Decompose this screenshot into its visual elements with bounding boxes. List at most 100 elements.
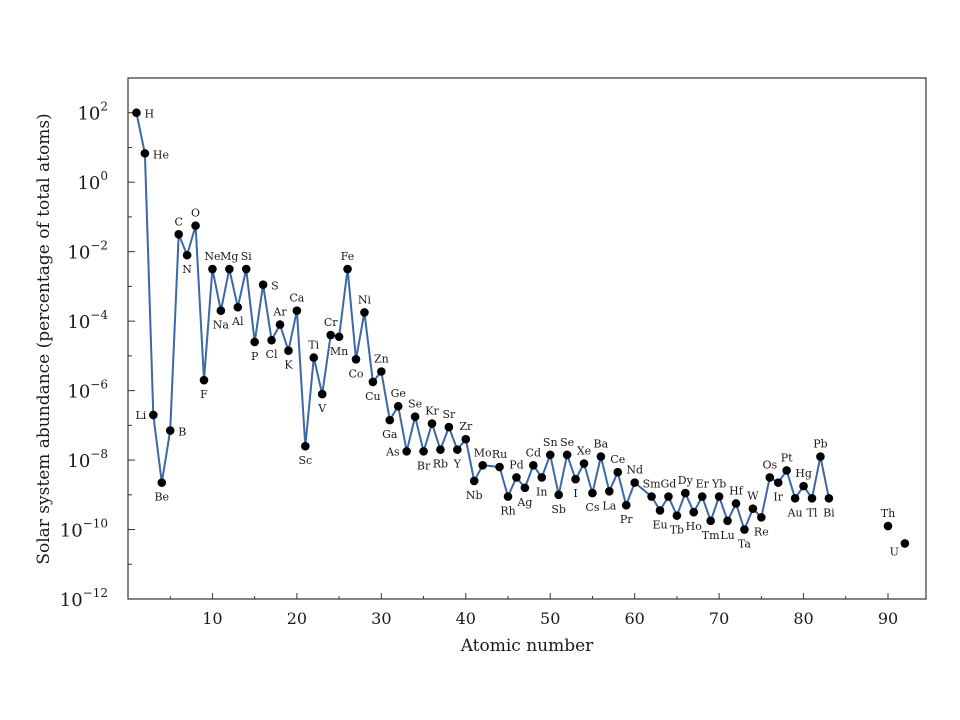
point-label-pt: Pt [781,451,793,464]
x-tick-label: 40 [456,609,476,628]
data-point-os [765,473,775,482]
y-axis-title: Solar system abundance (percentage of to… [34,113,54,564]
point-label-ag: Ag [516,496,532,509]
data-point-mo [478,460,487,470]
point-label-eu: Eu [652,518,667,531]
data-point-eu [655,506,665,515]
x-tick-label: 60 [624,609,644,628]
data-point-ga [385,415,395,425]
point-label-lu: Lu [720,529,734,542]
data-point-xe [579,459,589,468]
data-point-th [883,521,893,531]
point-label-os: Os [762,458,777,471]
data-point-he [140,149,150,158]
point-labels: H He Li Be B C N O F Ne Na Mg Al Si P S Cl Ar K Ca Sc Ti V Cr Mn… [136,108,899,559]
point-label-ti: Ti [308,339,319,352]
point-label-tl: Tl [807,506,818,519]
point-label-p: P [251,350,259,363]
y-tick-label: 10−12 [60,586,108,611]
data-point-ge [393,401,403,411]
data-point-nd [630,478,639,487]
data-point-mn [334,332,344,342]
data-point-be [157,478,167,487]
point-label-sn: Sn [543,436,558,449]
point-label-ca: Ca [289,292,304,305]
data-point-hg [799,481,808,491]
data-point-n [182,250,192,260]
data-point-cu [368,377,378,387]
point-label-pd: Pd [509,458,523,471]
data-point-ir [773,478,783,487]
point-label-ga: Ga [382,428,398,441]
point-label-o: O [191,207,200,220]
data-point-pb [816,452,825,461]
point-label-ni: Ni [358,293,372,306]
point-label-f: F [200,388,208,401]
data-point-bi [824,493,834,503]
data-point-ru [495,462,504,472]
data-point-gd [664,492,673,501]
data-point-o [191,221,200,230]
point-label-ar: Ar [272,306,287,319]
data-point-au [790,493,800,503]
data-point-sb [554,490,563,500]
data-point-h [132,108,141,118]
data-point-ce [613,467,623,477]
point-label-la: La [602,499,616,512]
data-point-ni [360,308,369,317]
data-point-al [233,302,243,312]
data-point-br [419,447,428,456]
data-point-cr [326,330,335,340]
point-label-yb: Yb [711,478,726,491]
point-label-ta: Ta [738,538,751,551]
point-label-mo: Mo [474,446,492,459]
x-tick-label: 70 [709,609,729,628]
point-label-cd: Cd [526,446,541,459]
point-label-c: C [174,215,182,228]
data-point-pr [621,500,631,510]
x-tick-label: 30 [371,609,391,628]
data-point-f [199,375,209,385]
data-point-se [410,412,420,421]
data-point-dy [681,488,690,498]
point-label-ho: Ho [686,520,703,533]
data-point-la [605,487,614,496]
data-point-as [402,447,411,456]
point-label-sr: Sr [442,408,456,421]
data-point-p [250,337,259,347]
point-label-v: V [317,402,327,415]
point-label-h: H [144,108,154,121]
point-label-kr: Kr [425,405,439,418]
data-point-zr [461,434,471,444]
point-label-er: Er [696,478,710,491]
point-label-sm: Sm [643,478,662,491]
data-point-pd [512,473,521,482]
data-point-ta [740,525,749,534]
data-point-s [258,280,268,289]
data-point-tl [807,493,817,503]
y-tick-label: 10−4 [67,308,108,333]
data-point-si [241,264,251,274]
data-point-u [900,539,910,548]
point-label-th: Th [881,507,895,520]
data-point-se [562,450,572,460]
data-point-lu [723,516,732,526]
point-label-se: Se [560,436,574,449]
data-point-fe [343,264,352,274]
data-point-in [537,473,547,482]
data-point-w [748,504,758,513]
data-point-k [284,346,293,355]
data-point-c [174,230,183,239]
point-label-gd: Gd [661,478,677,491]
data-point-tb [672,511,682,520]
data-point-sr [444,422,454,432]
data-point-pt [782,466,791,475]
point-label-al: Al [231,315,244,328]
point-label-mn: Mn [330,345,348,358]
point-label-cl: Cl [266,348,278,361]
y-tick-label: 10−10 [60,517,108,542]
point-label-cr: Cr [324,316,338,329]
point-label-rb: Rb [433,458,448,471]
point-label-u: U [890,545,899,558]
point-label-co: Co [348,367,363,380]
